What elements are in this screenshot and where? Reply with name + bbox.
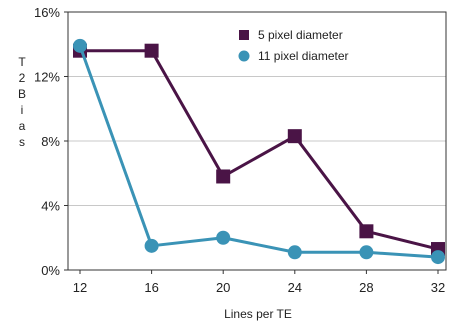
series-1 bbox=[73, 43, 445, 257]
gridlines bbox=[68, 11, 446, 206]
x-tick-label: 16 bbox=[144, 280, 158, 295]
legend-label: 11 pixel diameter bbox=[258, 49, 349, 63]
y-tick-label: 0% bbox=[41, 263, 60, 278]
y-axis-ticks: 0% 4% 8% 12% 16% bbox=[34, 5, 68, 278]
x-tick-label: 12 bbox=[73, 280, 87, 295]
x-tick-label: 28 bbox=[359, 280, 373, 295]
y-tick-label: 4% bbox=[41, 199, 60, 214]
series-layer bbox=[73, 38, 445, 265]
x-tick-label: 32 bbox=[431, 280, 445, 295]
y-axis-title-char: s bbox=[19, 135, 25, 149]
data-point bbox=[144, 238, 159, 253]
y-axis-title-char: i bbox=[21, 103, 24, 117]
data-point bbox=[359, 224, 374, 239]
y-axis-title-char: T bbox=[18, 55, 26, 69]
legend-marker bbox=[238, 50, 250, 62]
legend: 5 pixel diameter 11 pixel diameter bbox=[238, 28, 349, 63]
y-tick-label: 8% bbox=[41, 134, 60, 149]
x-axis-title: Lines per TE bbox=[224, 307, 292, 321]
legend-marker bbox=[239, 30, 249, 40]
data-point bbox=[431, 250, 445, 265]
x-tick-label: 20 bbox=[216, 280, 230, 295]
data-point bbox=[73, 38, 87, 53]
y-axis-title-char: B bbox=[18, 87, 26, 101]
y-tick-label: 12% bbox=[34, 70, 60, 85]
y-tick-label: 16% bbox=[34, 5, 60, 20]
x-axis-ticks: 12 16 20 24 28 32 bbox=[73, 270, 445, 295]
data-point bbox=[144, 43, 159, 58]
series-line bbox=[78, 45, 439, 259]
y-axis-title-char: 2 bbox=[19, 71, 26, 85]
data-point bbox=[287, 129, 302, 144]
data-point bbox=[216, 169, 231, 184]
legend-label: 5 pixel diameter bbox=[258, 28, 343, 42]
x-tick-label: 24 bbox=[288, 280, 302, 295]
series-2 bbox=[73, 38, 445, 265]
data-point bbox=[287, 245, 302, 260]
data-point bbox=[216, 230, 231, 245]
data-point bbox=[359, 245, 374, 260]
series-line bbox=[80, 49, 439, 251]
y-axis-title-char: a bbox=[19, 119, 26, 133]
